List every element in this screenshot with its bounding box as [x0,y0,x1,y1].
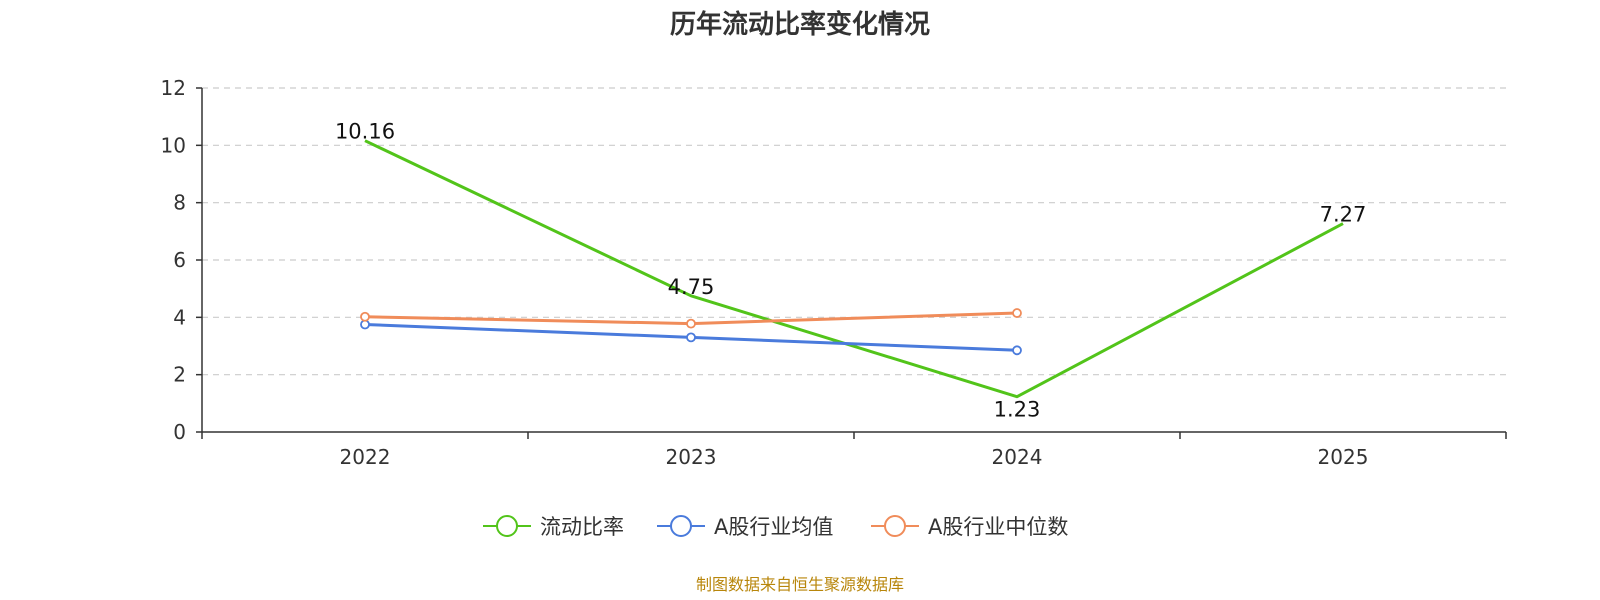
x-tick-label: 2024 [992,445,1043,469]
legend-item-2[interactable]: A股行业中位数 [871,515,1068,539]
y-tick-label: 12 [161,76,186,100]
x-tick-label: 2022 [340,445,391,469]
data-label: 4.75 [668,275,715,299]
x-tick-label: 2025 [1318,445,1369,469]
y-tick-label: 10 [161,133,186,157]
legend-marker [884,515,906,537]
axes: 0 2 4 6 8 10 12 2022 2023 2024 2025 [161,76,1507,469]
series-point [360,311,370,322]
legend-marker [670,515,692,537]
legend[interactable]: 流动比率 A股行业均值 A股行业中位数 [483,515,1068,539]
data-label: 1.23 [994,398,1041,422]
series-point [686,332,696,343]
series-point [360,319,370,330]
legend-item-0[interactable]: 流动比率 [483,515,624,539]
legend-label: A股行业均值 [714,515,833,539]
series-point [1012,345,1022,356]
series-point [686,318,696,329]
y-tick-label: 4 [173,305,186,329]
legend-label: A股行业中位数 [928,515,1068,539]
y-tick-label: 2 [173,363,186,387]
legend-marker [496,515,518,537]
chart-title: 历年流动比率变化情况 [670,9,930,40]
x-tick-label: 2023 [666,445,717,469]
legend-label: 流动比率 [540,515,624,539]
legend-item-1[interactable]: A股行业均值 [657,515,833,539]
y-tick-label: 6 [173,248,186,272]
y-tick-label: 8 [173,191,186,215]
series-line-0 [364,139,1344,399]
series-layer [360,139,1344,399]
source-note: 制图数据来自恒生聚源数据库 [696,575,904,594]
data-label: 10.16 [335,120,395,144]
data-labels: 10.16 4.75 1.23 7.27 [335,120,1366,422]
data-label: 7.27 [1320,203,1367,227]
series-point [1012,308,1022,318]
y-tick-label: 0 [173,420,186,444]
grid-lines [202,87,1506,376]
